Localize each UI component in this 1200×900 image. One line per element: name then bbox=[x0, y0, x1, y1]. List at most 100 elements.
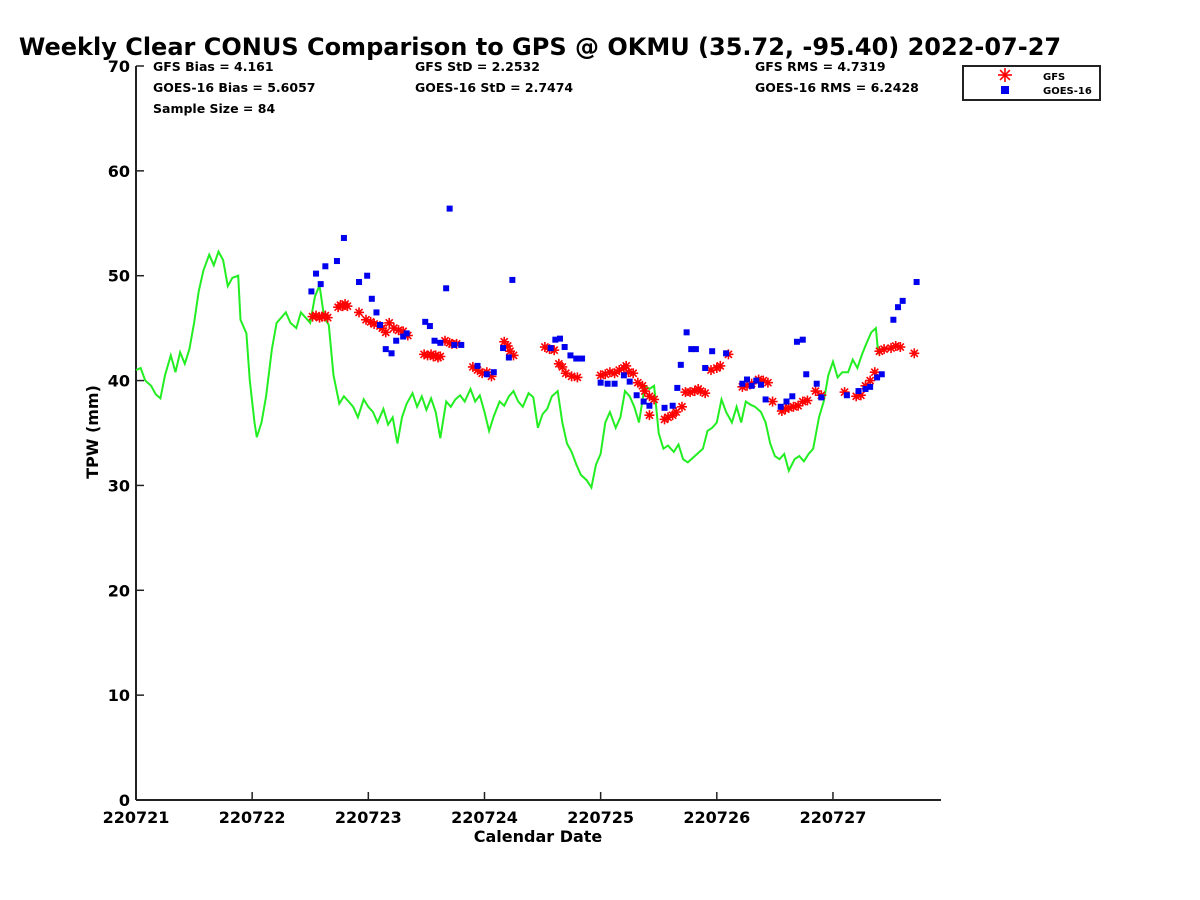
y-tick-label: 60 bbox=[108, 162, 130, 181]
gfs-point bbox=[435, 351, 446, 362]
goes16-point bbox=[818, 394, 825, 401]
goes16-point bbox=[890, 316, 897, 323]
goes16-point bbox=[317, 281, 324, 288]
x-ticks: 220721 220722 220723 220724 220725 220726 2207… bbox=[103, 792, 867, 827]
legend-gfs-star bbox=[998, 68, 1012, 82]
goes16-point bbox=[913, 279, 920, 286]
x-tick-label: 220727 bbox=[800, 808, 867, 827]
goes16-point bbox=[669, 402, 676, 409]
goes16-point bbox=[789, 393, 796, 400]
goes16-point bbox=[895, 304, 902, 311]
gfs-point bbox=[879, 344, 890, 355]
gfs-bias-stat: GFS Bias = 4.161 bbox=[153, 59, 274, 74]
goes16-std-stat: GOES-16 StD = 2.7474 bbox=[415, 80, 573, 95]
goes16-point bbox=[322, 263, 329, 270]
y-tick-label: 10 bbox=[108, 686, 130, 705]
x-tick-label: 220725 bbox=[567, 808, 634, 827]
goes16-point bbox=[683, 329, 690, 336]
gfs-point bbox=[767, 396, 778, 407]
gfs-point bbox=[671, 407, 682, 418]
legend: GFS GOES-16 bbox=[962, 65, 1101, 101]
goes16-point bbox=[556, 335, 563, 342]
gfs-point bbox=[342, 301, 353, 312]
legend-goes16-marker bbox=[1001, 86, 1009, 94]
series-0 bbox=[135, 249, 880, 491]
goes16-bias-stat: GOES-16 Bias = 5.6057 bbox=[153, 80, 315, 95]
goes16-point bbox=[674, 384, 681, 391]
gfs-point bbox=[895, 342, 906, 353]
goes16-point bbox=[702, 364, 709, 371]
series-layer bbox=[135, 205, 920, 491]
goes16-point bbox=[458, 341, 465, 348]
goes16-point bbox=[364, 272, 371, 279]
goes16-point bbox=[744, 376, 751, 383]
goes16-point bbox=[308, 288, 315, 295]
goes16-point bbox=[426, 323, 433, 330]
y-tick-label: 40 bbox=[108, 372, 130, 391]
legend-gfs-marker bbox=[998, 68, 1012, 82]
gfs-point bbox=[322, 312, 333, 323]
gfs-point bbox=[810, 386, 821, 397]
goes16-point bbox=[382, 346, 389, 353]
goes16-point bbox=[762, 396, 769, 403]
y-tick-label: 70 bbox=[108, 57, 130, 76]
goes16-point bbox=[509, 276, 516, 283]
goes16-point bbox=[446, 205, 453, 212]
goes16-point bbox=[340, 234, 347, 241]
y-ticks: 0 10 20 30 40 50 60 70 bbox=[108, 57, 144, 810]
goes16-point bbox=[692, 346, 699, 353]
gfs-point bbox=[649, 394, 660, 405]
x-tick-label: 220724 bbox=[451, 808, 518, 827]
x-tick-label: 220723 bbox=[335, 808, 402, 827]
goes16-point bbox=[748, 382, 755, 389]
sample-size-stat: Sample Size = 84 bbox=[153, 101, 275, 116]
goes16-point bbox=[573, 355, 580, 362]
series-1 bbox=[307, 299, 920, 425]
goes16-point bbox=[867, 383, 874, 390]
gfs-point bbox=[572, 372, 583, 383]
gfs-point bbox=[380, 327, 391, 338]
goes16-point bbox=[400, 333, 407, 340]
gfs-point bbox=[909, 348, 920, 359]
gfs-rms-stat: GFS RMS = 4.7319 bbox=[755, 59, 886, 74]
goes16-point bbox=[500, 345, 507, 352]
gfs-point bbox=[354, 307, 365, 318]
goes16-point bbox=[709, 348, 716, 355]
x-tick-label: 220721 bbox=[103, 808, 170, 827]
goes16-point bbox=[862, 385, 869, 392]
y-tick-label: 50 bbox=[108, 267, 130, 286]
goes16-point bbox=[723, 350, 730, 357]
goes16-point bbox=[633, 392, 640, 399]
goes16-point bbox=[490, 369, 497, 376]
plot-area: 0 10 20 30 40 50 60 70 220721 220722 220723 220724… bbox=[103, 57, 941, 827]
goes16-point bbox=[483, 371, 490, 378]
legend-gfs-label: GFS bbox=[1043, 72, 1065, 83]
goes16-point bbox=[422, 318, 429, 325]
goes16-point bbox=[403, 330, 410, 337]
goes16-point bbox=[561, 344, 568, 351]
goes16-point bbox=[552, 336, 559, 343]
goes16-point bbox=[739, 380, 746, 387]
goes16-point bbox=[611, 380, 618, 387]
goes16-point bbox=[431, 337, 438, 344]
goes16-point bbox=[373, 309, 380, 316]
goes16-rms-stat: GOES-16 RMS = 6.2428 bbox=[755, 80, 919, 95]
goes16-point bbox=[368, 295, 375, 302]
gfs-point bbox=[644, 410, 655, 421]
goes16-point bbox=[313, 270, 320, 277]
goes16-point bbox=[356, 279, 363, 286]
goes16-point bbox=[799, 336, 806, 343]
goes16-point bbox=[333, 258, 340, 265]
gps-line bbox=[135, 249, 880, 491]
gfs-point bbox=[628, 368, 639, 379]
goes16-point bbox=[753, 377, 760, 384]
goes16-point bbox=[646, 402, 653, 409]
goes16-point bbox=[626, 378, 633, 385]
goes16-point bbox=[547, 345, 554, 352]
goes16-point bbox=[777, 403, 784, 410]
stats-panel: GFS Bias = 4.161 GOES-16 Bias = 5.6057 S… bbox=[153, 59, 919, 116]
gfs-point bbox=[422, 350, 433, 361]
x-axis-label: Calendar Date bbox=[474, 827, 603, 846]
goes16-point bbox=[451, 341, 458, 348]
goes16-point bbox=[597, 379, 604, 386]
